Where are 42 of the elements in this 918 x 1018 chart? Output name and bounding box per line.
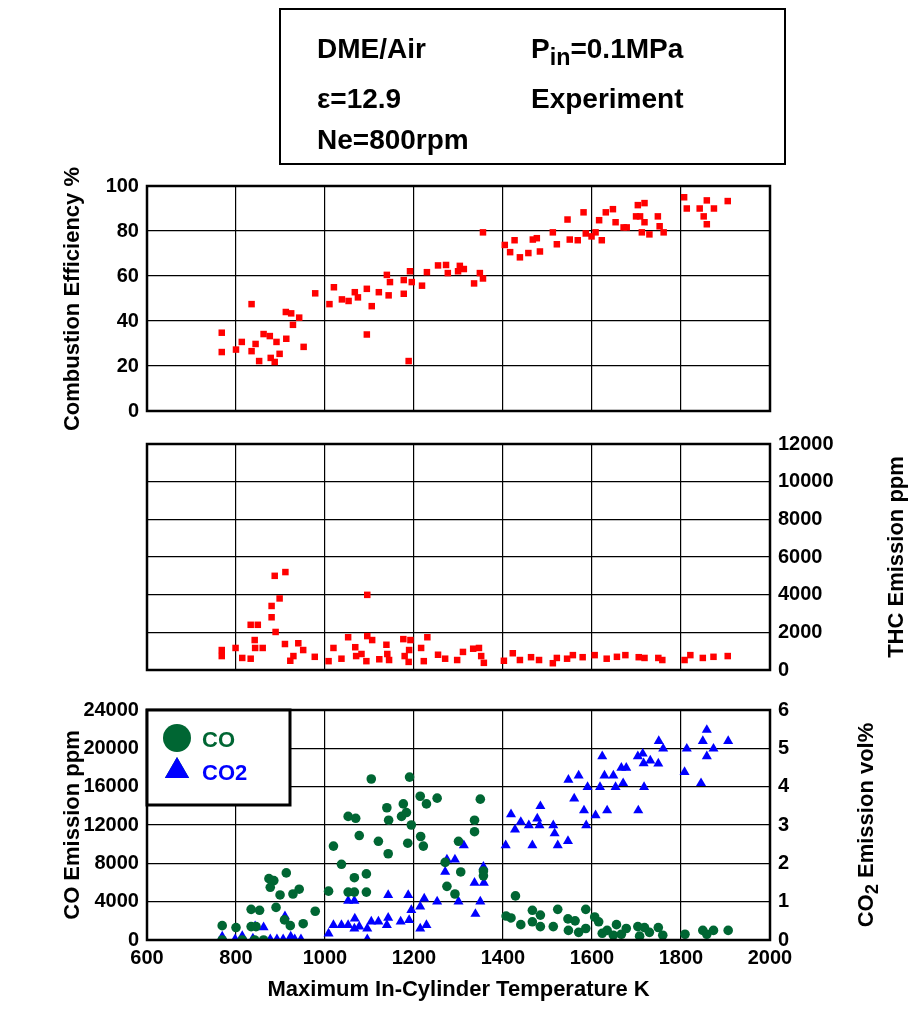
y2-tick-label: 12000 bbox=[778, 431, 834, 454]
text: Experiment bbox=[531, 81, 685, 116]
x-tick-label: 1000 bbox=[302, 945, 348, 968]
y-tick-label: 8000 bbox=[94, 850, 139, 873]
y-tick-label: 16000 bbox=[83, 774, 139, 797]
legend-label: CO bbox=[202, 727, 235, 753]
y2-tick-label: 0 bbox=[778, 657, 790, 680]
x-tick-label: 1800 bbox=[658, 945, 704, 968]
text: DME/Air bbox=[317, 32, 427, 66]
x-axis-title: Maximum In-Cylinder Temperature K bbox=[267, 976, 650, 1002]
y2-tick-label: 2 bbox=[778, 850, 790, 873]
y2-tick-label: 6 bbox=[778, 697, 790, 720]
y2-tick-label: 3 bbox=[778, 812, 790, 835]
y-tick-label: 60 bbox=[116, 263, 139, 286]
y2-tick-label: 5 bbox=[778, 735, 790, 758]
y-axis-title: Combustion Efficiency % bbox=[59, 166, 85, 431]
text: Ne=800rpm bbox=[317, 122, 470, 157]
y2-tick-label: 4000 bbox=[778, 582, 823, 605]
y2-tick-label: 8000 bbox=[778, 506, 823, 529]
y2-tick-label: 10000 bbox=[778, 469, 834, 492]
text: P$_{in}$=0.1MPa bbox=[531, 32, 685, 72]
x-tick-label: 1400 bbox=[480, 945, 526, 968]
y-tick-label: 12000 bbox=[83, 812, 139, 835]
y-tick-label: 0 bbox=[127, 398, 139, 421]
y2-tick-label: 4 bbox=[778, 774, 790, 797]
y-tick-label: 80 bbox=[116, 218, 139, 241]
x-tick-label: 1200 bbox=[391, 945, 437, 968]
y2-tick-label: 6000 bbox=[778, 544, 823, 567]
y-tick-label: 20000 bbox=[83, 735, 139, 758]
x-tick-label: 800 bbox=[219, 945, 253, 968]
y2-tick-label: 2000 bbox=[778, 619, 823, 642]
y-tick-label: 4000 bbox=[94, 889, 139, 912]
y-tick-label: 24000 bbox=[83, 697, 139, 720]
y-tick-label: 40 bbox=[116, 308, 139, 331]
legend-label: CO2 bbox=[202, 760, 248, 786]
y-tick-label: 20 bbox=[116, 353, 139, 376]
y2-axis-title: THC Emission ppm bbox=[883, 456, 909, 658]
y2-tick-label: 1 bbox=[778, 889, 790, 912]
text: ε=12.9 bbox=[317, 81, 403, 116]
x-tick-label: 1600 bbox=[569, 945, 615, 968]
y-axis-title: CO Emission ppm bbox=[59, 730, 84, 920]
y-tick-label: 100 bbox=[105, 173, 139, 196]
